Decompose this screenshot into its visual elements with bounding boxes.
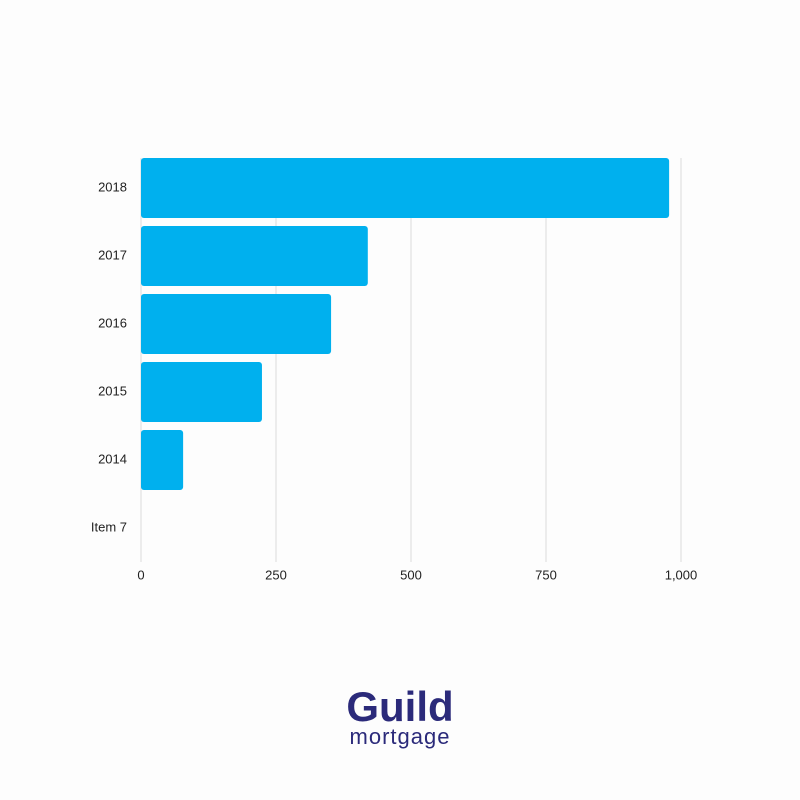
x-tick-label: 1,000 xyxy=(665,567,698,582)
y-tick-label: 2014 xyxy=(98,451,127,466)
x-tick-label: 0 xyxy=(137,567,144,582)
bar xyxy=(141,158,670,218)
bar xyxy=(141,362,262,422)
y-tick-label: Item 7 xyxy=(91,519,127,534)
logo-name: Guild xyxy=(346,683,453,730)
logo-tagline: mortgage xyxy=(350,724,451,749)
bar xyxy=(141,430,184,490)
x-tick-label: 500 xyxy=(400,567,422,582)
y-tick-label: 2016 xyxy=(98,315,127,330)
x-tick-label: 250 xyxy=(265,567,287,582)
y-tick-label: 2017 xyxy=(98,247,127,262)
y-tick-label: 2018 xyxy=(98,179,127,194)
y-tick-label: 2015 xyxy=(98,383,127,398)
bar xyxy=(141,294,332,354)
x-tick-label: 750 xyxy=(535,567,557,582)
bar xyxy=(141,226,368,286)
logo: Guild mortgage xyxy=(346,683,453,749)
